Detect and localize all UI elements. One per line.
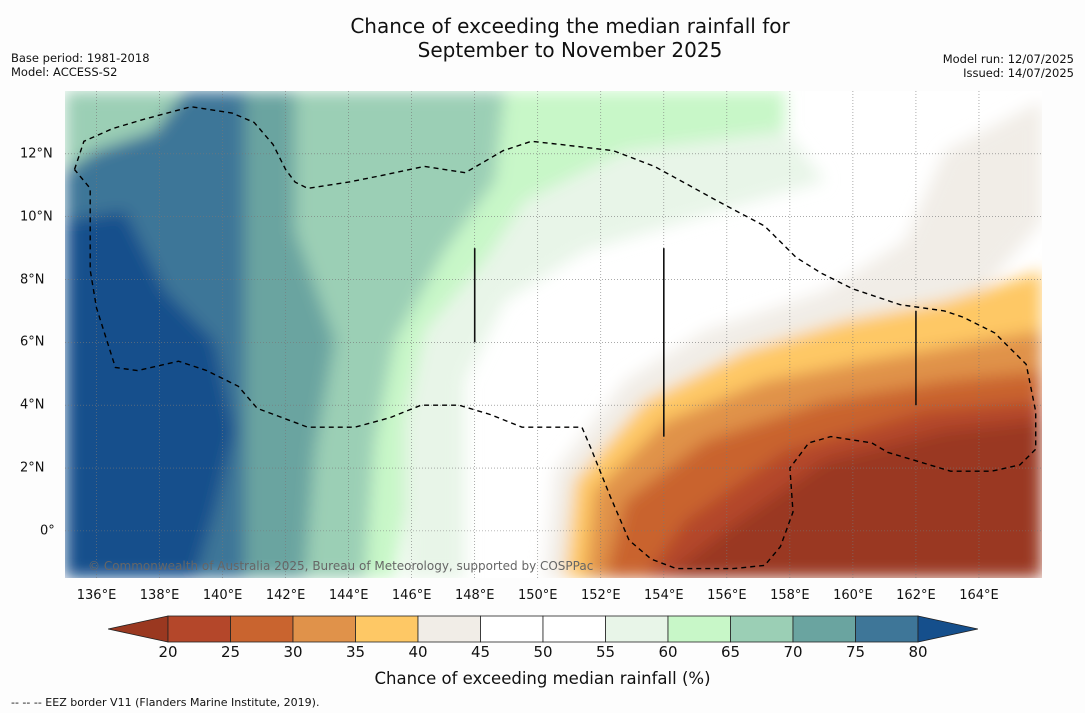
map-title: Chance of exceeding the median rainfall … — [0, 14, 1085, 62]
colorbar-segment — [292, 615, 356, 643]
model-run: Model run: 12/07/2025 — [942, 52, 1074, 66]
colorbar-label: Chance of exceeding median rainfall (%) — [374, 669, 711, 688]
colorbar — [108, 615, 978, 643]
colorbar-segment — [355, 615, 419, 643]
x-tick-label: 164°E — [959, 588, 999, 603]
eez-legend-note: -- -- -- EEZ border V11 (Flanders Marine… — [11, 696, 320, 709]
x-tick-label: 146°E — [391, 588, 432, 603]
y-tick-label: 0° — [40, 523, 55, 539]
zone-65-70-west — [65, 91, 185, 171]
colorbar-tick-label: 55 — [595, 643, 616, 661]
colorbar-min-extend — [108, 615, 169, 643]
colorbar-segment — [167, 615, 231, 643]
colorbar-segment — [542, 615, 606, 643]
colorbar-segment — [730, 615, 794, 643]
x-tick-label: 156°E — [707, 588, 747, 603]
x-tick-label: 150°E — [517, 588, 558, 603]
colorbar-segment — [230, 615, 294, 643]
colorbar-tick-label: 20 — [158, 643, 178, 661]
graticule — [65, 91, 1042, 578]
x-tick-label: 158°E — [770, 588, 810, 603]
y-tick-label: 10°N — [20, 209, 53, 225]
x-tick-label: 148°E — [454, 588, 495, 603]
title-line-1: Chance of exceeding the median rainfall … — [350, 14, 790, 38]
title-line-2: September to November 2025 — [417, 38, 723, 62]
y-tick-label: 8°N — [20, 272, 45, 288]
x-tick-label: 162°E — [896, 588, 936, 603]
copyright-text: © Commonwealth of Australia 2025, Bureau… — [88, 559, 594, 573]
colorbar-tick-label: 75 — [845, 643, 866, 661]
x-tick-label: 152°E — [581, 588, 621, 603]
y-tick-label: 4°N — [20, 397, 45, 413]
x-tick-label: 160°E — [833, 588, 873, 603]
colorbar-segment — [855, 615, 919, 643]
colorbar-tick-label: 60 — [658, 643, 678, 661]
y-tick-label: 2°N — [20, 460, 45, 476]
rainfall-map — [65, 91, 1042, 578]
y-tick-label: 12°N — [20, 146, 53, 162]
colorbar-segment — [480, 615, 544, 643]
zone-above-80 — [65, 211, 235, 578]
colorbar-tick-label: 50 — [533, 643, 553, 661]
colorbar-tick-label: 45 — [470, 643, 491, 661]
x-tick-label: 144°E — [328, 588, 369, 603]
zone-below-20 — [665, 421, 1042, 578]
colorbar-segment — [667, 615, 731, 643]
y-tick-label: 6°N — [20, 334, 45, 350]
colorbar-segment — [792, 615, 856, 643]
x-tick-label: 142°E — [265, 588, 306, 603]
colorbar-max-extend — [917, 615, 978, 643]
meta-right: Model run: 12/07/2025 Issued: 14/07/2025 — [943, 52, 1074, 80]
colorbar-tick-label: 30 — [283, 643, 303, 661]
zone-65-70 — [295, 91, 505, 578]
colorbar-tick-label: 25 — [220, 643, 241, 661]
x-tick-label: 138°E — [139, 588, 180, 603]
rainfall-field — [65, 91, 1042, 578]
x-tick-label: 136°E — [76, 588, 117, 603]
meta-left: Base period: 1981-2018 Model: ACCESS-S2 — [11, 51, 150, 79]
colorbar-tick-label: 65 — [720, 643, 741, 661]
colorbar-tick-label: 80 — [908, 643, 928, 661]
base-period: Base period: 1981-2018 — [11, 51, 150, 65]
colorbar-segment — [417, 615, 481, 643]
colorbar-segment — [605, 615, 669, 643]
zone-55-60 — [405, 131, 825, 578]
x-tick-label: 154°E — [644, 588, 684, 603]
model-name: Model: ACCESS-S2 — [11, 65, 118, 79]
colorbar-tick-label: 70 — [783, 643, 803, 661]
colorbar-tick-label: 35 — [345, 643, 366, 661]
x-tick-label: 140°E — [202, 588, 243, 603]
vertical-markers — [473, 248, 917, 437]
issued-date: Issued: 14/07/2025 — [963, 66, 1074, 80]
colorbar-tick-label: 40 — [408, 643, 428, 661]
